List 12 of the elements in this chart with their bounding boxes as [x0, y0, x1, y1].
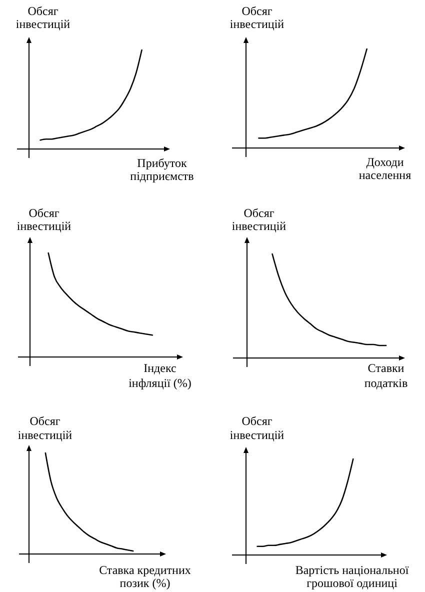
y-axis-title: Обсяг інвестицій	[230, 414, 285, 442]
x-axis-title: Індекс інфляції (%)	[128, 361, 192, 390]
y-axis-title: Обсяг інвестицій	[18, 414, 73, 442]
y-axis-title: Обсяг інвестицій	[16, 206, 72, 233]
y-axis-title: Обсяг інвестицій	[230, 4, 285, 31]
x-axis-title: Ставки податків	[364, 361, 408, 390]
x-axis-title: Вартість національної грошової одиниці	[295, 563, 410, 590]
x-axis-title: Доходи населення	[358, 155, 412, 182]
y-axis-title: Обсяг інвестицій	[16, 4, 71, 31]
y-axis-title: Обсяг інвестицій	[232, 206, 287, 233]
x-axis-title: Ставка кредитних позик (%)	[99, 563, 191, 590]
x-axis-title: Прибуток підприємств	[130, 156, 194, 183]
